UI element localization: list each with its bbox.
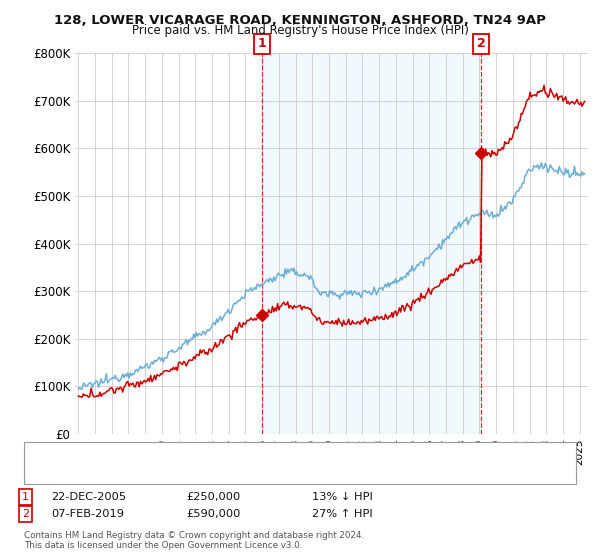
Text: 07-FEB-2019: 07-FEB-2019	[51, 509, 124, 519]
Text: 128, LOWER VICARAGE ROAD, KENNINGTON, ASHFORD, TN24 9AP (detached house): 128, LOWER VICARAGE ROAD, KENNINGTON, AS…	[84, 449, 505, 459]
Text: 2: 2	[476, 38, 485, 50]
Text: HPI: Average price, detached house, Ashford: HPI: Average price, detached house, Ashf…	[84, 469, 307, 479]
Text: £590,000: £590,000	[186, 509, 241, 519]
Bar	[262, 53, 481, 434]
Text: Contains HM Land Registry data © Crown copyright and database right 2024.
This d: Contains HM Land Registry data © Crown c…	[24, 531, 364, 550]
Text: Price paid vs. HM Land Registry's House Price Index (HPI): Price paid vs. HM Land Registry's House …	[131, 24, 469, 37]
Text: £250,000: £250,000	[186, 492, 240, 502]
Text: 2: 2	[22, 509, 29, 519]
Text: 27% ↑ HPI: 27% ↑ HPI	[312, 509, 373, 519]
Text: 128, LOWER VICARAGE ROAD, KENNINGTON, ASHFORD, TN24 9AP: 128, LOWER VICARAGE ROAD, KENNINGTON, AS…	[54, 14, 546, 27]
Text: ────: ────	[39, 468, 69, 480]
Text: 22-DEC-2005: 22-DEC-2005	[51, 492, 126, 502]
Text: ────: ────	[39, 447, 69, 461]
Text: 1: 1	[257, 38, 266, 50]
Text: 13% ↓ HPI: 13% ↓ HPI	[312, 492, 373, 502]
Text: 1: 1	[22, 492, 29, 502]
